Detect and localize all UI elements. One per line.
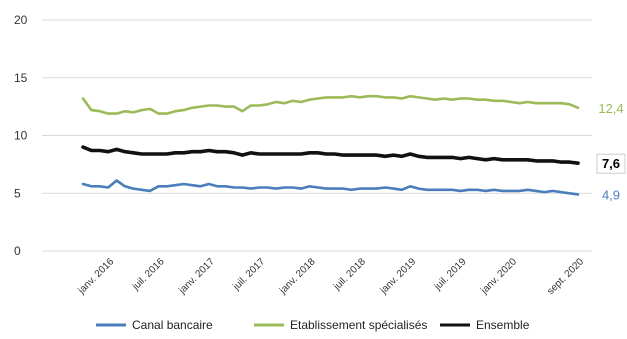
y-tick-label: 10 (14, 129, 28, 143)
end-label-0: 4,9 (602, 187, 620, 202)
y-tick-label: 5 (14, 186, 21, 200)
x-tick-label: janv. 2020 (478, 256, 519, 297)
end-label-2: 7,6 (602, 156, 620, 171)
x-tick-label: juil. 2016 (130, 256, 167, 293)
series-line-1 (81, 94, 580, 115)
y-tick-label: 15 (14, 71, 28, 85)
legend-label-1: Etablissement spécialisés (290, 318, 427, 332)
gridlines (42, 19, 592, 252)
y-tick-label: 20 (14, 13, 28, 27)
end-label-1: 12,4 (598, 101, 623, 116)
x-tick-label: janv. 2019 (378, 256, 419, 297)
series-line-0 (81, 179, 580, 196)
legend-label-2: Ensemble (476, 318, 530, 332)
x-tick-label: sept. 2020 (545, 256, 586, 297)
legend: Canal bancaire Etablissement spécialisés E… (96, 318, 530, 332)
x-tick-label: juil. 2017 (231, 256, 268, 293)
y-tick-label: 0 (14, 244, 21, 258)
series-line-2 (81, 145, 580, 165)
x-tick-label: juil. 2019 (432, 256, 469, 293)
x-tick-label: janv. 2017 (176, 256, 217, 297)
end-labels: 4,9 12,4 7,6 (596, 101, 626, 202)
end-label-box (596, 153, 626, 174)
legend-label-0: Canal bancaire (132, 318, 213, 332)
series-lines (81, 94, 580, 196)
y-axis-ticks: 0 5 10 15 20 (14, 13, 28, 258)
x-tick-label: janv. 2018 (277, 256, 318, 297)
x-tick-label: janv. 2016 (76, 256, 117, 297)
x-axis-ticks: janv. 2016 juil. 2016 janv. 2017 juil. 2017… (76, 256, 587, 297)
x-tick-label: juil. 2018 (331, 256, 368, 293)
